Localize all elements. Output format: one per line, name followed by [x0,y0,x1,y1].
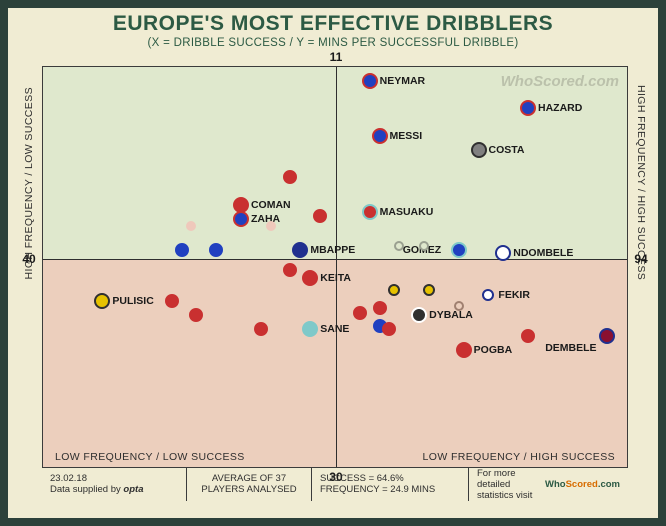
data-point [482,289,494,301]
quad-label-tl: HIGH FREQUENCY / LOW SUCCESS [23,87,35,279]
data-point [292,242,308,258]
axis-vertical [336,67,337,467]
data-point-label: NDOMBELE [513,247,573,259]
data-point-label: MBAPPE [310,244,355,256]
watermark: WhoScored.com [501,73,619,90]
data-point [165,294,179,308]
data-point [599,328,615,344]
quad-label-bl: LOW FREQUENCY / LOW SUCCESS [55,451,245,463]
data-point-label: PULISIC [112,295,153,307]
data-point [283,170,297,184]
tick-x-left: 40 [22,252,35,266]
data-point [419,241,429,251]
quadrant-bottom-left [43,259,336,467]
data-point [175,243,189,257]
data-point [302,321,318,337]
data-point-label: FEKIR [498,289,530,301]
data-point [94,293,110,309]
data-point [521,329,535,343]
data-point [189,308,203,322]
data-point [186,221,196,231]
footer-supplier: Data supplied by opta [50,484,178,495]
data-point-label: POGBA [474,344,513,356]
data-point [456,342,472,358]
data-point [209,243,223,257]
tick-x-right: 94 [634,252,647,266]
data-point-label: MASUAKU [380,206,434,218]
tick-y-top: 11 [330,50,343,64]
data-point [283,263,297,277]
data-point-label: SANE [320,323,349,335]
data-point [353,306,367,320]
data-point [373,301,387,315]
data-point [411,307,427,323]
data-point [254,322,268,336]
data-point-label: DYBALA [429,309,473,321]
scatter-plot: WhoScored.com HIGH FREQUENCY / LOW SUCCE… [42,66,628,468]
data-point-label: HAZARD [538,102,582,114]
chart-header: EUROPE'S MOST EFFECTIVE DRIBBLERS (X = D… [8,8,658,49]
data-point [520,100,536,116]
data-point [495,245,511,261]
footer-source: 23.02.18 Data supplied by opta [42,467,187,501]
footer-avg: AVERAGE OF 37 PLAYERS ANALYSED [187,467,312,501]
data-point [266,221,276,231]
data-point-label: KEITA [320,272,351,284]
data-point [454,301,464,311]
quadrant-top-right [336,67,627,259]
data-point-label: COSTA [489,144,525,156]
data-point [423,284,435,296]
footer-date: 23.02.18 [50,473,178,484]
data-point [302,270,318,286]
data-point-label: COMAN [251,199,291,211]
data-point [394,241,404,251]
footer-stats: SUCCESS = 64.6% FREQUENCY = 24.9 MINS [312,467,469,501]
chart-subtitle: (X = DRIBBLE SUCCESS / Y = MINS PER SUCC… [8,37,658,49]
data-point [313,209,327,223]
quadrant-bottom-right [336,259,627,467]
data-point [372,128,388,144]
data-point-label: DEMBELE [545,342,596,354]
data-point [451,242,467,258]
data-point [388,284,400,296]
data-point-label: MESSI [390,130,423,142]
data-point [233,211,249,227]
data-point [362,204,378,220]
chart-frame: EUROPE'S MOST EFFECTIVE DRIBBLERS (X = D… [0,0,666,526]
chart-title: EUROPE'S MOST EFFECTIVE DRIBBLERS [8,12,658,36]
data-point-label: NEYMAR [380,75,426,87]
data-point [471,142,487,158]
footer-brand: For more detailed statistics visit WhoSc… [469,467,628,501]
data-point [382,322,396,336]
quad-label-br: LOW FREQUENCY / HIGH SUCCESS [423,451,615,463]
brand-logo: WhoScored.com [545,479,620,490]
data-point [362,73,378,89]
chart-footer: 23.02.18 Data supplied by opta AVERAGE O… [42,467,628,501]
